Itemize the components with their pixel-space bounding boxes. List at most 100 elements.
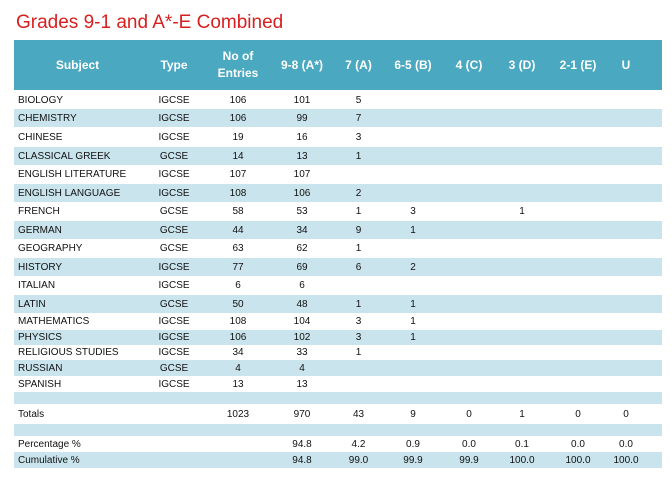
cell-type: IGCSE [158, 187, 190, 199]
cell-subject: Totals [18, 408, 45, 420]
cell-grade-u [606, 165, 646, 183]
cell-type: GCSE [159, 150, 189, 162]
cell-grade-9-8: 53 [296, 205, 308, 217]
cell-grade-7: 3 [355, 131, 362, 143]
cell-grade-9-8: 13 [296, 150, 308, 162]
cell-grade-3 [494, 128, 550, 146]
cell-subject: GEOGRAPHY [18, 242, 83, 254]
cell-grade-2-1 [550, 313, 606, 330]
cell-grade-9-8: 4 [299, 362, 305, 374]
cell-subject: GERMAN [18, 224, 62, 236]
table-row: ENGLISH LANGUAGE IGCSE 108 106 2 [14, 184, 662, 202]
cell-type: IGCSE [158, 94, 190, 106]
cell-type: IGCSE [158, 131, 190, 143]
table-row: ITALIAN IGCSE 6 6 [14, 276, 662, 294]
cell-entries: 13 [232, 378, 244, 390]
cell-grade-9-8: 69 [296, 261, 308, 273]
cell-grade-u [606, 313, 646, 330]
table-row: CHINESE IGCSE 19 16 3 [14, 128, 662, 146]
header-entries: No of Entries [217, 49, 259, 80]
cell-grade-7: 43 [352, 408, 365, 420]
cell-grade-9-8: 34 [296, 224, 308, 236]
cell-entries: 107 [229, 168, 247, 180]
cell-grade-4 [444, 239, 494, 257]
cell-grade-6-5 [382, 128, 444, 146]
cell-grade-9-8: 99 [296, 112, 308, 124]
cell-grade-3 [494, 276, 550, 294]
cell-entries: 44 [232, 224, 244, 236]
header-grade-2-1: 2-1 (E) [559, 57, 597, 72]
cell-entries: 106 [229, 112, 247, 124]
cell-grade-4 [444, 258, 494, 276]
cell-grade-2-1 [550, 376, 606, 392]
cell-grade-7: 6 [355, 261, 362, 273]
cell-subject: CHINESE [18, 131, 63, 143]
cell-grade-u [606, 91, 646, 109]
cell-grade-4 [444, 276, 494, 294]
cell-grade-3 [494, 221, 550, 239]
cell-grade-7 [335, 376, 382, 392]
cell-grade-7: 5 [355, 94, 362, 106]
cell-subject: Percentage % [18, 438, 81, 450]
cell-grade-9-8: 62 [296, 242, 308, 254]
table-row: BIOLOGY IGCSE 106 101 5 [14, 91, 662, 109]
cell-type: IGCSE [158, 332, 190, 343]
cell-grade-3 [494, 313, 550, 330]
cell-entries: 63 [232, 242, 244, 254]
cell-entries: 19 [232, 131, 244, 143]
cell-subject: MATHEMATICS [18, 316, 90, 327]
cell-grade-2-1 [550, 109, 606, 127]
cell-type: IGCSE [158, 261, 190, 273]
table-row: LATIN GCSE 50 48 1 1 [14, 295, 662, 313]
cell-entries: 108 [229, 316, 247, 327]
cell-grade-4 [444, 202, 494, 220]
cell-grade-u [606, 276, 646, 294]
cell-grade-7: 9 [355, 224, 362, 236]
spacer-band [14, 392, 662, 404]
cell-type: GCSE [159, 224, 189, 236]
cell-grade-2-1 [550, 360, 606, 376]
cell-grade-u [606, 345, 646, 360]
cell-grade-3 [494, 258, 550, 276]
cell-grade-2-1 [550, 276, 606, 294]
cell-grade-6-5 [382, 184, 444, 202]
cell-grade-6-5: 9 [410, 408, 416, 420]
cell-grade-6-5: 1 [410, 298, 416, 310]
header-grade-3: 3 (D) [508, 57, 536, 72]
cell-subject: BIOLOGY [18, 94, 64, 106]
cell-subject: Cumulative % [18, 454, 80, 466]
cell-grade-u [606, 376, 646, 392]
header-grade-6-5: 6-5 (B) [394, 57, 432, 72]
table-row: HISTORY IGCSE 77 69 6 2 [14, 258, 662, 276]
cell-grade-4 [444, 360, 494, 376]
cell-grade-9-8: 94.8 [292, 454, 312, 466]
cell-grade-2-1 [550, 128, 606, 146]
cell-grade-u [606, 330, 646, 345]
cell-grade-4 [444, 147, 494, 165]
cell-grade-u [606, 221, 646, 239]
cell-grade-3 [494, 165, 550, 183]
cell-grade-7: 1 [355, 150, 362, 162]
cell-grade-3: 1 [519, 408, 525, 420]
table-row: PHYSICS IGCSE 106 102 3 1 [14, 330, 662, 345]
cell-grade-4 [444, 184, 494, 202]
cell-grade-3 [494, 109, 550, 127]
cell-entries: 106 [229, 332, 247, 343]
cell-grade-2-1 [550, 202, 606, 220]
cell-subject: SPANISH [18, 378, 62, 390]
cell-entries: 108 [229, 187, 247, 199]
header-grade-u: U [621, 57, 631, 72]
cell-grade-4 [444, 376, 494, 392]
cell-type [141, 436, 207, 452]
cell-grade-6-5 [382, 165, 444, 183]
cell-subject: RUSSIAN [18, 362, 63, 374]
cell-grade-3 [494, 295, 550, 313]
cell-grade-9-8: 33 [296, 347, 308, 358]
cell-grade-7: 1 [355, 205, 362, 217]
cell-grade-u: 0 [623, 408, 629, 420]
cell-grade-9-8: 13 [296, 378, 308, 390]
cell-grade-9-8: 94.8 [292, 438, 312, 450]
cell-grade-u [606, 109, 646, 127]
cell-grade-9-8: 107 [293, 168, 311, 180]
header-grade-7: 7 (A) [345, 57, 372, 72]
